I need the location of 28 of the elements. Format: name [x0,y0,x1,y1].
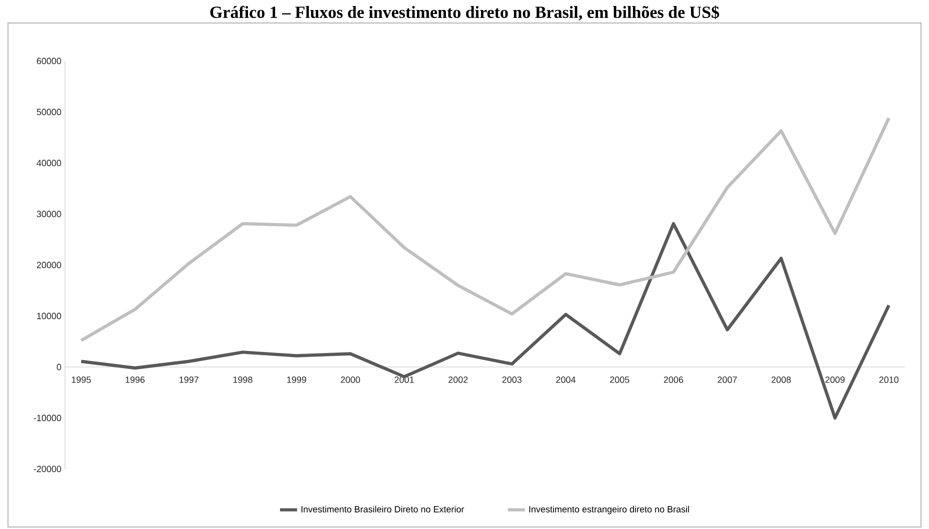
y-tick-label: -20000 [34,466,62,472]
x-tick-label: 2004 [556,376,576,383]
x-tick-label: 2007 [718,376,737,383]
x-tick-label: 1998 [233,376,252,383]
x-tick-label: 2000 [340,376,360,383]
x-tick-label: 2002 [448,376,468,383]
y-tick-label: 0 [56,364,62,370]
legend-label: Investimento estrangeiro direto no Brasil [529,506,689,514]
legend-label: Investimento Brasileiro Direto no Exterior [302,506,464,512]
chart-title: Gráfico 1 – Fluxos de investimento direto no Brasil, em bilhões de US$ [210,6,720,20]
x-tick-label: 2010 [879,376,899,383]
y-tick-label: 20000 [36,262,62,268]
x-tick-label: 1996 [126,376,145,383]
y-tick-label: -10000 [34,414,62,422]
x-tick-label: 1995 [72,376,91,383]
y-tick-label: 30000 [36,210,62,218]
x-tick-label: 2003 [502,376,522,383]
y-tick-label: 40000 [36,160,62,166]
y-tick-label: 60000 [36,58,62,64]
x-tick-label: 2009 [825,376,845,383]
line-series [80,116,890,342]
x-tick-label: 2006 [664,376,684,383]
x-tick-label: 1997 [180,376,198,383]
x-tick-label: 2005 [610,376,630,383]
y-tick-label: 10000 [37,312,62,320]
x-tick-label: 1999 [287,376,306,383]
x-tick-label: 2008 [772,376,791,383]
y-tick-label: 50000 [36,108,62,116]
